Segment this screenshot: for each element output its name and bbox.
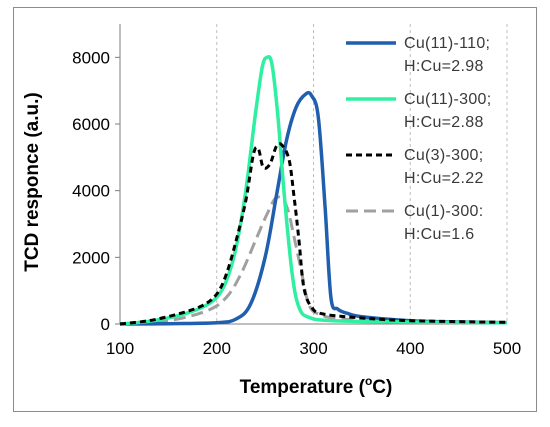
legend-label-1-line2: H:Cu=2.98 [404,58,484,75]
legend-label-4-line2: H:Cu=1.6 [404,226,474,243]
legend-label-4-line1: Cu(1)-300: [404,203,483,220]
y-axis-label: TCD responce (a.u.) [22,92,43,271]
series-line-2 [119,54,508,326]
grid-lines [216,24,508,324]
x-axis-label-main: Temperature ( [240,377,366,398]
series-line-1 [119,90,508,326]
legend-label-1-line1: Cu(11)-110; [404,35,490,52]
y-tick-label-8000: 8000 [72,48,110,67]
series-line-4 [119,195,508,326]
y-tick-label-4000: 4000 [72,182,110,201]
x-tick-label-400: 400 [396,339,424,358]
x-tick-label-100: 100 [106,339,134,358]
legend-label-2-line2: H:Cu=2.88 [404,114,484,131]
x-tick-label-200: 200 [203,339,231,358]
y-tick-label-2000: 2000 [72,248,110,267]
x-axis-label-end: C) [372,377,392,398]
legend-label-2-line1: Cu(11)-300; [404,91,492,108]
legend-label-3-line1: Cu(3)-300; [404,147,483,164]
legend-label-3-line2: H:Cu=2.22 [404,170,484,187]
x-axis-label: Temperature (oC) [240,374,393,398]
series-lines [119,54,508,326]
x-axis-label-sup: o [365,374,372,388]
x-tick-label-500: 500 [493,339,521,358]
x-tick-label-300: 300 [299,339,327,358]
series-line-3 [119,142,508,326]
legend: Cu(11)-110; H:Cu=2.98 Cu(11)-300; H:Cu=2.88… [346,35,492,243]
y-tick-label-0: 0 [101,315,110,334]
y-tick-label-6000: 6000 [72,115,110,134]
tick-labels: 0 2000 4000 6000 8000 100 200 300 400 500 [72,48,521,358]
